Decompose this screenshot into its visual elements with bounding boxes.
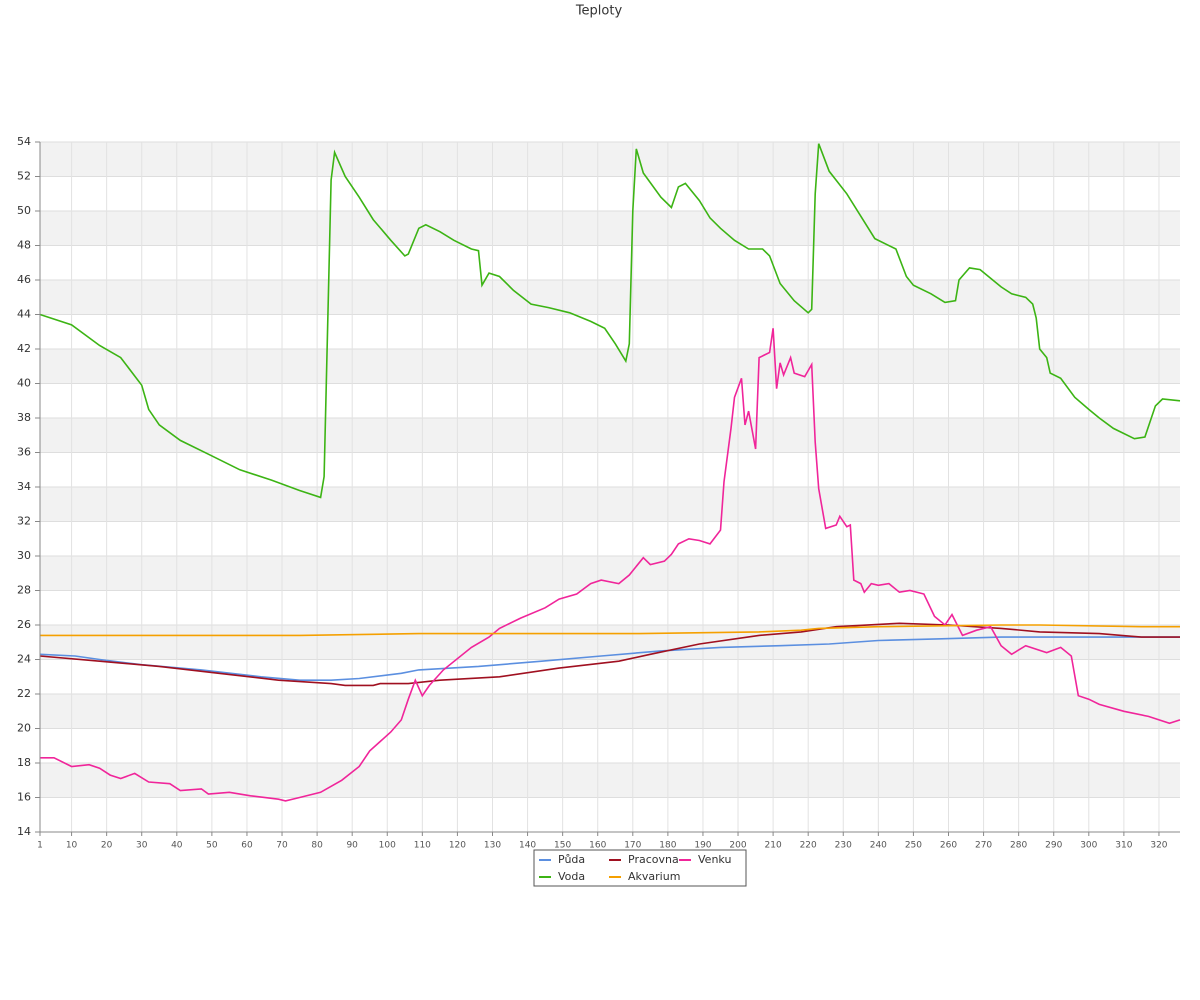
x-tick-label: 260 [940, 841, 957, 851]
y-tick-label: 32 [17, 515, 31, 528]
grid-band [40, 763, 1180, 798]
series-line [39, 636, 1180, 681]
y-tick-label: 24 [17, 653, 31, 666]
y-tick-label: 38 [17, 411, 31, 424]
grid-band [40, 280, 1180, 315]
y-tick-label: 16 [17, 791, 31, 804]
axes: 14 16 18 20 22 24 26 28 30 32 34 36 38 40 42 44 46 48 50 52… [17, 135, 1180, 851]
y-tick-label: 26 [17, 618, 31, 631]
grid-band [40, 625, 1180, 660]
legend-label: Pracovna [628, 853, 679, 866]
grid-band [40, 142, 1180, 177]
y-tick-label: 54 [17, 135, 31, 148]
series-line [39, 143, 1181, 499]
x-tick-label: 10 [66, 841, 78, 851]
y-tick-label: 34 [17, 480, 31, 493]
y-tick-label: 20 [17, 722, 31, 735]
x-tick-label: 140 [519, 841, 536, 851]
x-tick-label: 120 [449, 841, 466, 851]
y-tick-label: 52 [17, 170, 31, 183]
x-tick-label: 50 [206, 841, 218, 851]
x-tick-label: 270 [975, 841, 992, 851]
y-tick-label: 40 [17, 377, 31, 390]
x-tick-label: 190 [694, 841, 711, 851]
x-tick-label: 150 [554, 841, 571, 851]
x-tick-label: 200 [729, 841, 746, 851]
x-tick-label: 130 [484, 841, 501, 851]
legend-label: Venku [698, 853, 731, 866]
grid-band [40, 694, 1180, 729]
x-tick-label: 100 [379, 841, 396, 851]
x-tick-label: 1 [37, 841, 43, 851]
x-tick-label: 110 [414, 841, 431, 851]
x-tick-label: 40 [171, 841, 183, 851]
x-tick-label: 30 [136, 841, 148, 851]
x-tick-label: 70 [276, 841, 288, 851]
x-tick-label: 80 [311, 841, 323, 851]
legend-label: Akvarium [628, 870, 680, 883]
x-tick-label: 60 [241, 841, 253, 851]
grid-band [40, 418, 1180, 453]
legend: Půda Pracovna Venku Voda Akvarium [533, 849, 747, 887]
x-tick-label: 230 [835, 841, 852, 851]
x-tick-label: 240 [870, 841, 887, 851]
legend-label: Voda [558, 870, 585, 883]
x-tick-label: 220 [800, 841, 817, 851]
grid-band [40, 556, 1180, 591]
y-tick-label: 28 [17, 584, 31, 597]
grid-band [40, 487, 1180, 522]
x-tick-label: 210 [765, 841, 782, 851]
x-tick-label: 300 [1080, 841, 1097, 851]
x-tick-label: 280 [1010, 841, 1027, 851]
legend-label: Půda [558, 853, 585, 866]
series-line [40, 624, 1180, 637]
x-tick-label: 170 [624, 841, 641, 851]
grid-band [40, 349, 1180, 384]
series-line [40, 328, 1181, 802]
y-tick-label: 44 [17, 308, 31, 321]
x-tick-label: 20 [101, 841, 113, 851]
series-line [39, 622, 1180, 687]
y-tick-label: 50 [17, 204, 31, 217]
y-tick-label: 18 [17, 756, 31, 769]
y-tick-label: 14 [17, 825, 31, 838]
y-tick-label: 48 [17, 239, 31, 252]
grid [39, 141, 1180, 833]
y-tick-label: 30 [17, 549, 31, 562]
y-tick-label: 42 [17, 342, 31, 355]
y-tick-label: 36 [17, 446, 31, 459]
x-tick-label: 290 [1045, 841, 1062, 851]
x-tick-label: 310 [1115, 841, 1132, 851]
y-tick-label: 22 [17, 687, 31, 700]
x-tick-label: 160 [589, 841, 606, 851]
chart-title: Teploty [575, 4, 623, 19]
x-tick-label: 90 [346, 841, 358, 851]
x-tick-label: 320 [1150, 841, 1167, 851]
plot-background [40, 142, 1180, 798]
grid-band [40, 211, 1180, 246]
lines [39, 143, 1181, 802]
x-tick-label: 250 [905, 841, 922, 851]
x-tick-label: 180 [659, 841, 676, 851]
legend-box [533, 849, 747, 887]
y-tick-label: 46 [17, 273, 31, 286]
